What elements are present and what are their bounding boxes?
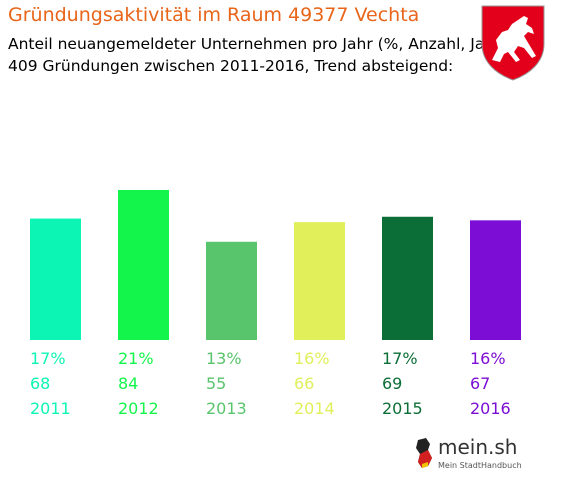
bar-2016 (470, 220, 521, 340)
year-label-2015: 2015 (382, 399, 423, 418)
bar-2012 (118, 189, 169, 340)
germany-map-icon (416, 438, 432, 468)
bar-2015 (382, 216, 433, 340)
year-label-2014: 2014 (294, 399, 335, 418)
percent-label-2014: 16% (294, 349, 330, 368)
percent-label-2012: 21% (118, 349, 154, 368)
count-label-2014: 66 (294, 374, 314, 393)
logo-name: mein.sh (438, 435, 517, 459)
year-label-2016: 2016 (470, 399, 511, 418)
percent-label-2016: 16% (470, 349, 506, 368)
chart-subtitle-line1: Anteil neuangemeldeter Unternehmen pro J… (8, 35, 507, 53)
percent-label-2015: 17% (382, 349, 418, 368)
count-label-2013: 55 (206, 374, 226, 393)
chart-title: Gründungsaktivität im Raum 49377 Vechta (8, 4, 420, 26)
chart-subtitle-line2: 409 Gründungen zwischen 2011-2016, Trend… (8, 57, 454, 75)
logo-tagline: Mein StadtHandbuch (438, 461, 522, 470)
year-label-2011: 2011 (30, 399, 71, 418)
count-label-2012: 84 (118, 374, 138, 393)
percent-label-2011: 17% (30, 349, 66, 368)
bar-2014 (294, 222, 345, 340)
year-label-2013: 2013 (206, 399, 247, 418)
count-label-2011: 68 (30, 374, 50, 393)
count-label-2015: 69 (382, 374, 402, 393)
percent-label-2013: 13% (206, 349, 242, 368)
bar-2013 (206, 241, 257, 340)
count-label-2016: 67 (470, 374, 490, 393)
bar-2011 (30, 218, 81, 340)
lower-saxony-crest-icon (481, 5, 545, 81)
year-label-2012: 2012 (118, 399, 159, 418)
mein-sh-logo: mein.sh Mein StadtHandbuch (416, 435, 522, 470)
